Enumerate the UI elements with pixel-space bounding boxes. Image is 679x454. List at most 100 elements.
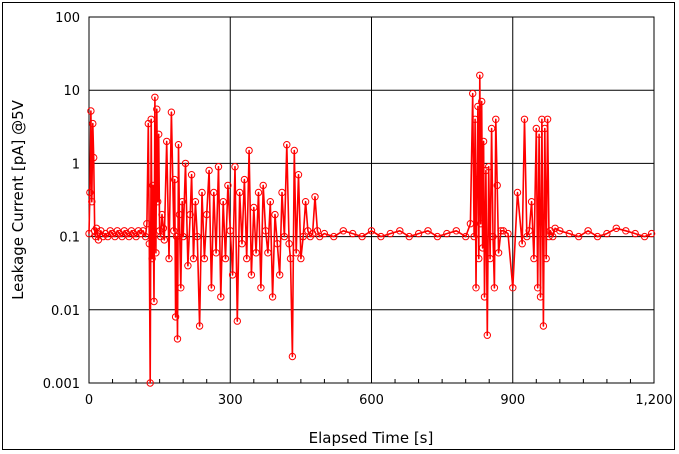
- data-point: [195, 322, 204, 330]
- data-point: [487, 124, 496, 133]
- series-layer: [85, 71, 656, 387]
- data-point: [294, 171, 303, 179]
- y-tick-label: 0.01: [51, 304, 80, 319]
- data-point: [631, 229, 639, 238]
- data-point: [141, 232, 150, 241]
- data-point: [377, 232, 385, 241]
- data-point: [205, 166, 213, 175]
- data-point: [466, 220, 475, 228]
- data-point: [543, 115, 552, 124]
- data-point: [254, 188, 263, 197]
- data-point: [424, 227, 432, 235]
- data-point: [320, 229, 329, 238]
- data-point: [358, 232, 366, 241]
- data-point: [486, 254, 494, 263]
- data-point: [584, 227, 592, 235]
- data-point: [146, 379, 154, 387]
- data-point: [479, 137, 488, 146]
- data-point: [85, 229, 93, 238]
- data-point: [462, 232, 470, 241]
- data-point: [278, 188, 286, 197]
- data-point: [301, 198, 310, 206]
- data-point: [165, 254, 173, 263]
- data-point: [145, 240, 154, 248]
- data-point: [593, 232, 602, 241]
- data-point: [297, 254, 305, 263]
- data-point: [179, 232, 187, 241]
- data-point: [472, 284, 480, 292]
- data-point: [159, 224, 168, 233]
- data-point: [88, 198, 96, 206]
- data-point: [493, 181, 501, 190]
- data-point: [171, 175, 179, 184]
- data-point: [299, 232, 307, 241]
- y-tick-label: 100: [55, 11, 80, 26]
- data-point: [509, 284, 517, 292]
- data-point: [556, 227, 564, 235]
- data-point: [471, 115, 479, 124]
- data-point: [187, 171, 196, 179]
- data-point: [170, 227, 178, 235]
- data-point: [158, 210, 166, 219]
- data-point: [189, 254, 198, 263]
- data-point: [490, 284, 499, 292]
- data-point: [231, 163, 239, 171]
- data-point: [228, 271, 237, 279]
- data-point: [330, 232, 338, 241]
- data-point: [469, 89, 477, 98]
- data-point: [603, 229, 611, 238]
- data-point: [405, 232, 413, 241]
- data-point: [184, 262, 192, 270]
- data-point: [238, 240, 246, 248]
- data-point: [175, 210, 184, 219]
- data-point: [214, 163, 223, 171]
- data-point: [236, 188, 244, 197]
- data-point: [541, 124, 549, 133]
- data-point: [261, 227, 270, 235]
- data-point: [150, 297, 158, 306]
- data-point: [414, 229, 423, 238]
- data-point: [525, 227, 533, 235]
- data-point: [219, 198, 227, 206]
- data-point: [477, 220, 485, 228]
- data-point: [565, 229, 573, 238]
- data-point: [476, 71, 484, 80]
- data-point: [513, 188, 522, 197]
- data-point: [163, 137, 171, 146]
- data-point: [292, 249, 300, 257]
- data-point: [181, 159, 190, 168]
- data-point: [177, 284, 185, 292]
- data-point: [494, 249, 503, 257]
- data-point: [193, 232, 202, 241]
- data-point: [90, 153, 98, 162]
- data-point: [178, 198, 186, 206]
- data-point: [478, 97, 486, 106]
- data-point: [271, 210, 279, 219]
- data-point: [207, 284, 216, 292]
- data-point: [311, 193, 319, 201]
- data-point: [478, 244, 487, 252]
- y-tick-labels: 0.001 0.01 0.1 1 10 100: [43, 11, 80, 392]
- data-point: [470, 232, 478, 241]
- x-tick-label: 1,200: [635, 393, 672, 408]
- x-axis-title: Elapsed Time [s]: [309, 429, 434, 447]
- data-point: [247, 271, 256, 279]
- y-tick-label: 10: [63, 84, 80, 99]
- data-point: [349, 229, 357, 238]
- data-point: [87, 107, 95, 115]
- data-point: [520, 115, 529, 124]
- data-point: [233, 317, 242, 325]
- data-point: [276, 271, 284, 279]
- data-point: [167, 108, 176, 116]
- data-point: [367, 227, 376, 235]
- data-point: [612, 224, 620, 233]
- data-point: [475, 254, 483, 263]
- data-point: [640, 232, 649, 241]
- data-point: [160, 236, 169, 244]
- x-tick-labels: 0 300 600 900 1,200: [85, 393, 673, 408]
- data-point: [527, 198, 536, 206]
- data-point: [210, 188, 218, 197]
- data-point: [497, 227, 505, 235]
- data-point: [154, 198, 162, 206]
